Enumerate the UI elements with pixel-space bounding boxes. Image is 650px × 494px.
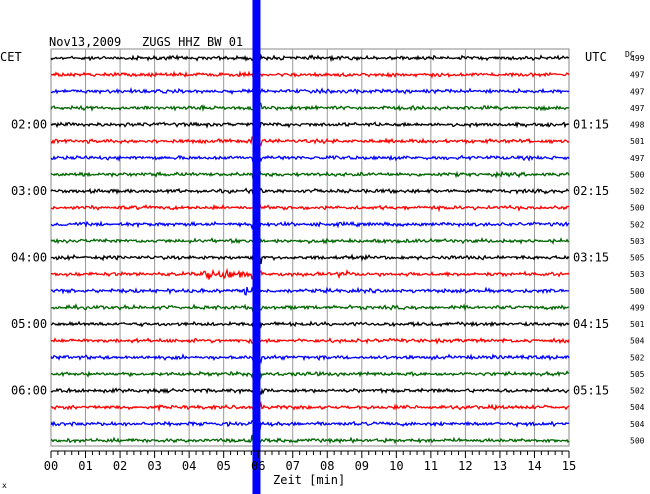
dc-offset-label: 503 bbox=[630, 237, 645, 246]
dc-offset-label: 497 bbox=[630, 71, 645, 80]
trace-row bbox=[50, 303, 569, 313]
x-tick-label: 07 bbox=[286, 459, 300, 473]
dc-offset-label: 502 bbox=[630, 220, 645, 229]
x-axis: 00 01 02 03 04 05 06 07 08 09 10 11 12 13 14 15 bbox=[44, 450, 576, 473]
trace-row bbox=[50, 219, 570, 231]
left-hour-label: 02:00 bbox=[11, 118, 47, 132]
trace-row bbox=[50, 235, 570, 248]
x-tick-label: 14 bbox=[527, 459, 541, 473]
right-hour-label: 01:15 bbox=[573, 118, 609, 132]
dc-offset-label: 497 bbox=[630, 104, 645, 113]
dc-offset-label: 500 bbox=[630, 287, 645, 296]
x-tick-label: 09 bbox=[355, 459, 369, 473]
trace-row bbox=[50, 318, 570, 329]
station-label: ZUGS HHZ BW 01 bbox=[142, 35, 243, 49]
dc-offset-label: 501 bbox=[630, 137, 645, 146]
x-axis-title: Zeit [min] bbox=[273, 473, 345, 487]
x-tick-label: 00 bbox=[44, 459, 58, 473]
event-marker bbox=[252, 0, 261, 494]
trace-row bbox=[50, 101, 570, 112]
x-tick-label: 10 bbox=[389, 459, 403, 473]
trace-row bbox=[50, 86, 570, 98]
trace-row bbox=[50, 353, 570, 365]
trace-row bbox=[50, 70, 570, 82]
trace-row bbox=[51, 369, 570, 380]
left-timezone-label: CET bbox=[0, 50, 22, 64]
left-hour-label: 05:00 bbox=[11, 317, 47, 331]
dc-offset-label: 500 bbox=[630, 204, 645, 213]
trace-row bbox=[50, 202, 570, 213]
x-tick-label: 11 bbox=[424, 459, 438, 473]
x-tick-label: 08 bbox=[320, 459, 334, 473]
x-tick-label: 15 bbox=[562, 459, 576, 473]
dc-offset-label: 504 bbox=[630, 420, 645, 429]
trace-row bbox=[50, 420, 570, 432]
dc-offset-label: 499 bbox=[630, 54, 645, 63]
right-timezone-label: UTC bbox=[585, 50, 607, 64]
dc-offset-label: 505 bbox=[630, 370, 645, 379]
dc-offset-label: 497 bbox=[630, 154, 645, 163]
dc-offset-label: 501 bbox=[630, 320, 645, 329]
dc-offset-label: 500 bbox=[630, 436, 645, 445]
dc-offset-label: 497 bbox=[630, 87, 645, 96]
trace-row bbox=[50, 434, 570, 445]
x-tick-label: 01 bbox=[78, 459, 92, 473]
corner-mark: x bbox=[2, 481, 7, 490]
trace-row bbox=[50, 151, 570, 165]
dc-offset-label: 500 bbox=[630, 170, 645, 179]
x-tick-label: 04 bbox=[182, 459, 196, 473]
left-hour-label: 03:00 bbox=[11, 184, 47, 198]
dc-offset-label: 498 bbox=[630, 121, 645, 130]
dc-offset-label: 503 bbox=[630, 270, 645, 279]
x-tick-label: 06 bbox=[251, 459, 265, 473]
dc-offset-label: 504 bbox=[630, 337, 645, 346]
date-label: Nov13,2009 bbox=[49, 35, 121, 49]
dc-header-label: DC bbox=[625, 50, 635, 59]
trace-row bbox=[50, 386, 570, 395]
dc-offset-label: 499 bbox=[630, 303, 645, 312]
event-band bbox=[252, 0, 261, 494]
right-hour-label: 04:15 bbox=[573, 317, 609, 331]
dc-offset-labels: 499 497 497 497 498 501 497 500 502 500 502 503 505 5… bbox=[630, 54, 645, 445]
x-tick-label: 13 bbox=[493, 459, 507, 473]
trace-row bbox=[50, 120, 570, 129]
x-tick-label: 03 bbox=[147, 459, 161, 473]
left-hour-label: 04:00 bbox=[11, 251, 47, 265]
left-hour-labels: 02:00 03:00 04:00 05:00 06:00 bbox=[11, 118, 47, 398]
right-hour-label: 05:15 bbox=[573, 384, 609, 398]
right-hour-labels: 01:15 02:15 03:15 04:15 05:15 bbox=[573, 118, 609, 398]
grid bbox=[50, 48, 570, 447]
trace-row bbox=[50, 53, 570, 64]
dc-offset-label: 502 bbox=[630, 187, 645, 196]
trace-row bbox=[50, 187, 570, 196]
dc-offset-label: 502 bbox=[630, 387, 645, 396]
trace-row bbox=[50, 285, 569, 296]
left-hour-label: 06:00 bbox=[11, 384, 47, 398]
trace-row bbox=[50, 337, 570, 346]
x-tick-label: 12 bbox=[458, 459, 472, 473]
trace-row bbox=[50, 167, 570, 180]
plot-frame bbox=[50, 48, 570, 447]
dc-offset-label: 505 bbox=[630, 254, 645, 263]
seismic-traces bbox=[50, 53, 570, 445]
trace-row bbox=[50, 253, 570, 265]
dc-offset-label: 502 bbox=[630, 353, 645, 362]
trace-row bbox=[50, 267, 570, 281]
right-hour-label: 03:15 bbox=[573, 251, 609, 265]
right-hour-label: 02:15 bbox=[573, 184, 609, 198]
x-tick-label: 02 bbox=[113, 459, 127, 473]
trace-row bbox=[50, 136, 570, 147]
x-tick-label: 05 bbox=[216, 459, 230, 473]
trace-row bbox=[50, 401, 570, 412]
dc-offset-label: 504 bbox=[630, 403, 645, 412]
